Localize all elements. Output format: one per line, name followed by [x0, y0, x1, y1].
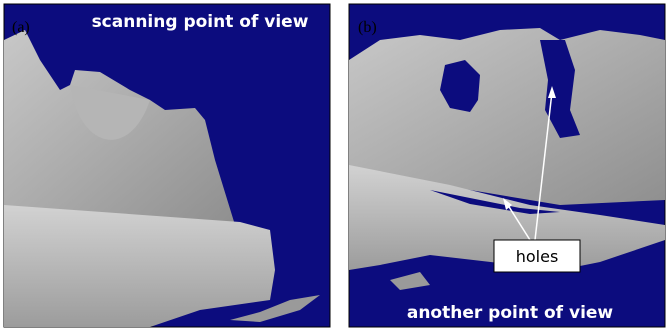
panel-caption: another point of view: [407, 303, 614, 323]
panel-a: (a) scanning point of view: [4, 4, 330, 327]
figure: (a) scanning point of view holes (b) ano…: [0, 0, 667, 330]
annotation: holes: [516, 247, 559, 266]
panel-label: (b): [358, 19, 377, 36]
panel-caption: scanning point of view: [92, 12, 309, 32]
panel-b: holes (b) another point of view: [349, 4, 665, 327]
page: (a) scanning point of view holes (b) ano…: [0, 0, 667, 330]
panel-label: (a): [12, 19, 30, 36]
